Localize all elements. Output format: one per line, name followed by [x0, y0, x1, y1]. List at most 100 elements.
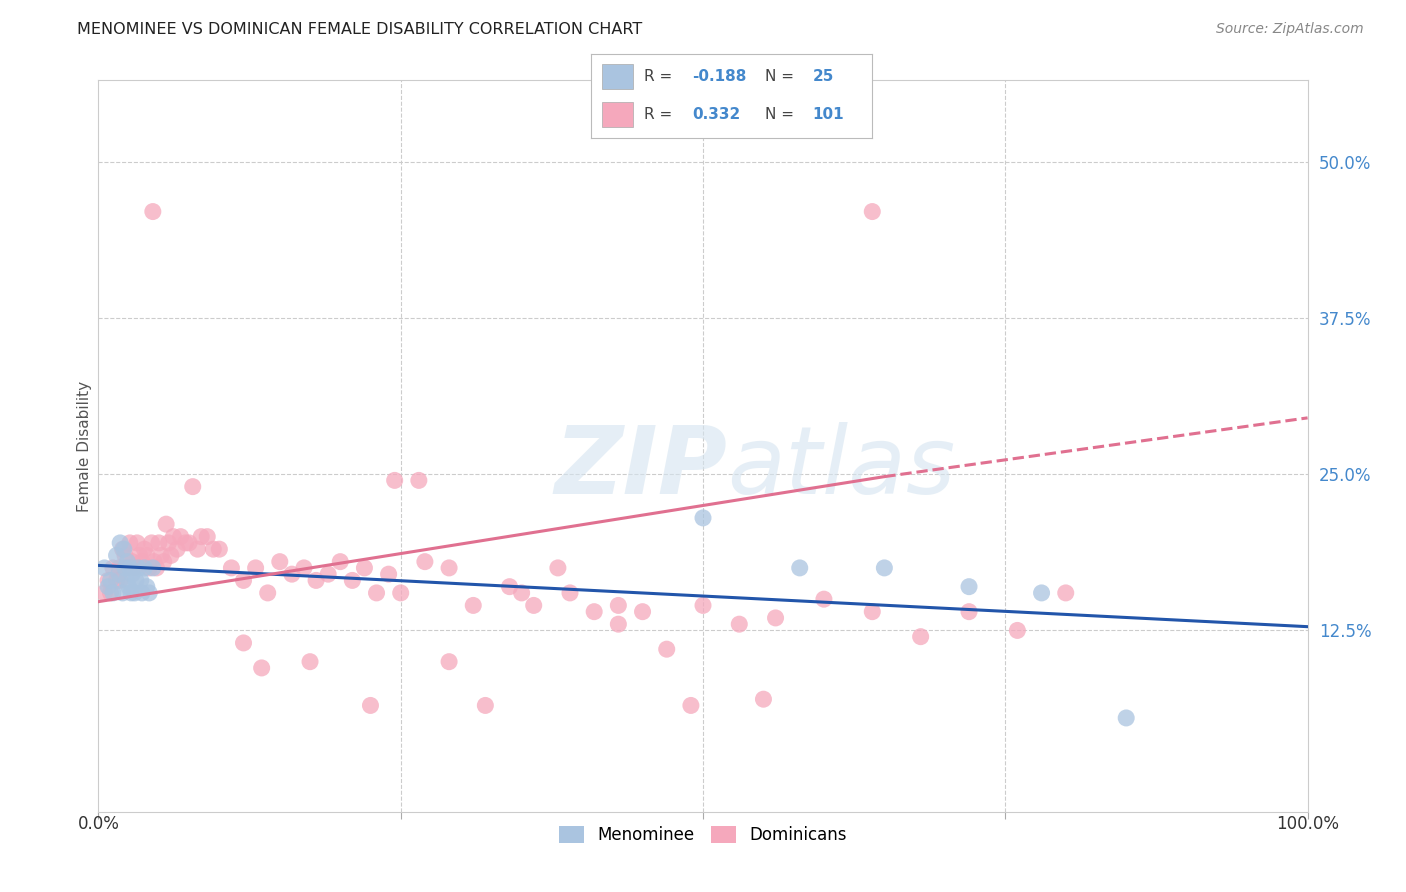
Point: [437, 561, 460, 575]
Point: [155, 517, 177, 532]
Point: [353, 561, 375, 575]
Point: [190, 530, 212, 544]
FancyBboxPatch shape: [602, 63, 633, 89]
Point: [692, 599, 714, 613]
Point: [114, 561, 136, 575]
Point: [108, 567, 131, 582]
Point: [1054, 586, 1077, 600]
Point: [157, 536, 180, 550]
Point: [463, 599, 485, 613]
Legend: Menominee, Dominicans: Menominee, Dominicans: [553, 820, 853, 851]
Point: [221, 561, 243, 575]
Point: [121, 555, 143, 569]
Point: [105, 574, 128, 588]
Point: [498, 580, 520, 594]
Point: [256, 586, 278, 600]
Point: [389, 586, 412, 600]
Point: [108, 574, 131, 588]
Point: [121, 567, 143, 582]
Point: [141, 536, 163, 550]
Text: 0.332: 0.332: [692, 107, 740, 122]
Point: [250, 661, 273, 675]
Point: [135, 549, 157, 563]
Point: [316, 567, 339, 582]
Text: 100.0%: 100.0%: [1277, 815, 1339, 833]
Point: [142, 204, 165, 219]
Point: [679, 698, 702, 713]
Point: [162, 530, 184, 544]
Point: [150, 549, 173, 563]
Point: [523, 599, 546, 613]
Text: atlas: atlas: [727, 423, 956, 514]
Point: [111, 542, 134, 557]
Point: [305, 574, 328, 588]
Point: [873, 561, 896, 575]
Point: [655, 642, 678, 657]
Point: [765, 611, 787, 625]
Point: [195, 530, 218, 544]
Point: [607, 617, 630, 632]
Point: [134, 542, 156, 557]
Point: [152, 555, 174, 569]
Point: [181, 480, 204, 494]
Point: [128, 549, 150, 563]
Point: [97, 574, 120, 588]
Point: [789, 561, 811, 575]
Point: [166, 542, 188, 557]
Point: [1007, 624, 1029, 638]
Point: [752, 692, 775, 706]
Point: [120, 586, 142, 600]
Text: N =: N =: [765, 107, 794, 122]
Point: [134, 561, 156, 575]
Point: [124, 561, 146, 575]
Point: [187, 542, 209, 557]
Point: [366, 586, 388, 600]
Point: [101, 561, 124, 575]
Point: [169, 530, 191, 544]
Point: [131, 586, 153, 600]
Point: [281, 567, 304, 582]
Point: [117, 555, 139, 569]
Point: [100, 574, 122, 588]
Point: [202, 542, 225, 557]
Point: [138, 586, 160, 600]
Point: [437, 655, 460, 669]
Point: [692, 511, 714, 525]
Point: [111, 586, 134, 600]
Point: [145, 561, 167, 575]
Point: [93, 561, 115, 575]
Point: [329, 555, 352, 569]
Point: [813, 592, 835, 607]
Point: [148, 536, 170, 550]
Point: [232, 636, 254, 650]
Point: [607, 599, 630, 613]
Point: [860, 605, 883, 619]
Point: [474, 698, 496, 713]
Point: [100, 586, 122, 600]
Point: [292, 561, 315, 575]
Text: MENOMINEE VS DOMINICAN FEMALE DISABILITY CORRELATION CHART: MENOMINEE VS DOMINICAN FEMALE DISABILITY…: [77, 22, 643, 37]
Text: 101: 101: [813, 107, 844, 122]
Point: [105, 549, 128, 563]
Point: [232, 574, 254, 588]
Point: [108, 536, 131, 550]
Point: [910, 630, 932, 644]
Point: [118, 536, 141, 550]
Point: [174, 536, 197, 550]
Point: [112, 542, 135, 557]
Point: [558, 586, 581, 600]
Point: [135, 580, 157, 594]
Point: [127, 536, 149, 550]
Point: [547, 561, 569, 575]
Point: [408, 474, 430, 488]
Point: [957, 580, 980, 594]
Point: [860, 204, 883, 219]
Point: [124, 586, 146, 600]
Point: [115, 574, 138, 588]
Point: [245, 561, 267, 575]
Point: [125, 574, 148, 588]
Point: [101, 586, 124, 600]
Point: [97, 580, 120, 594]
Point: [269, 555, 291, 569]
Point: [138, 561, 160, 575]
